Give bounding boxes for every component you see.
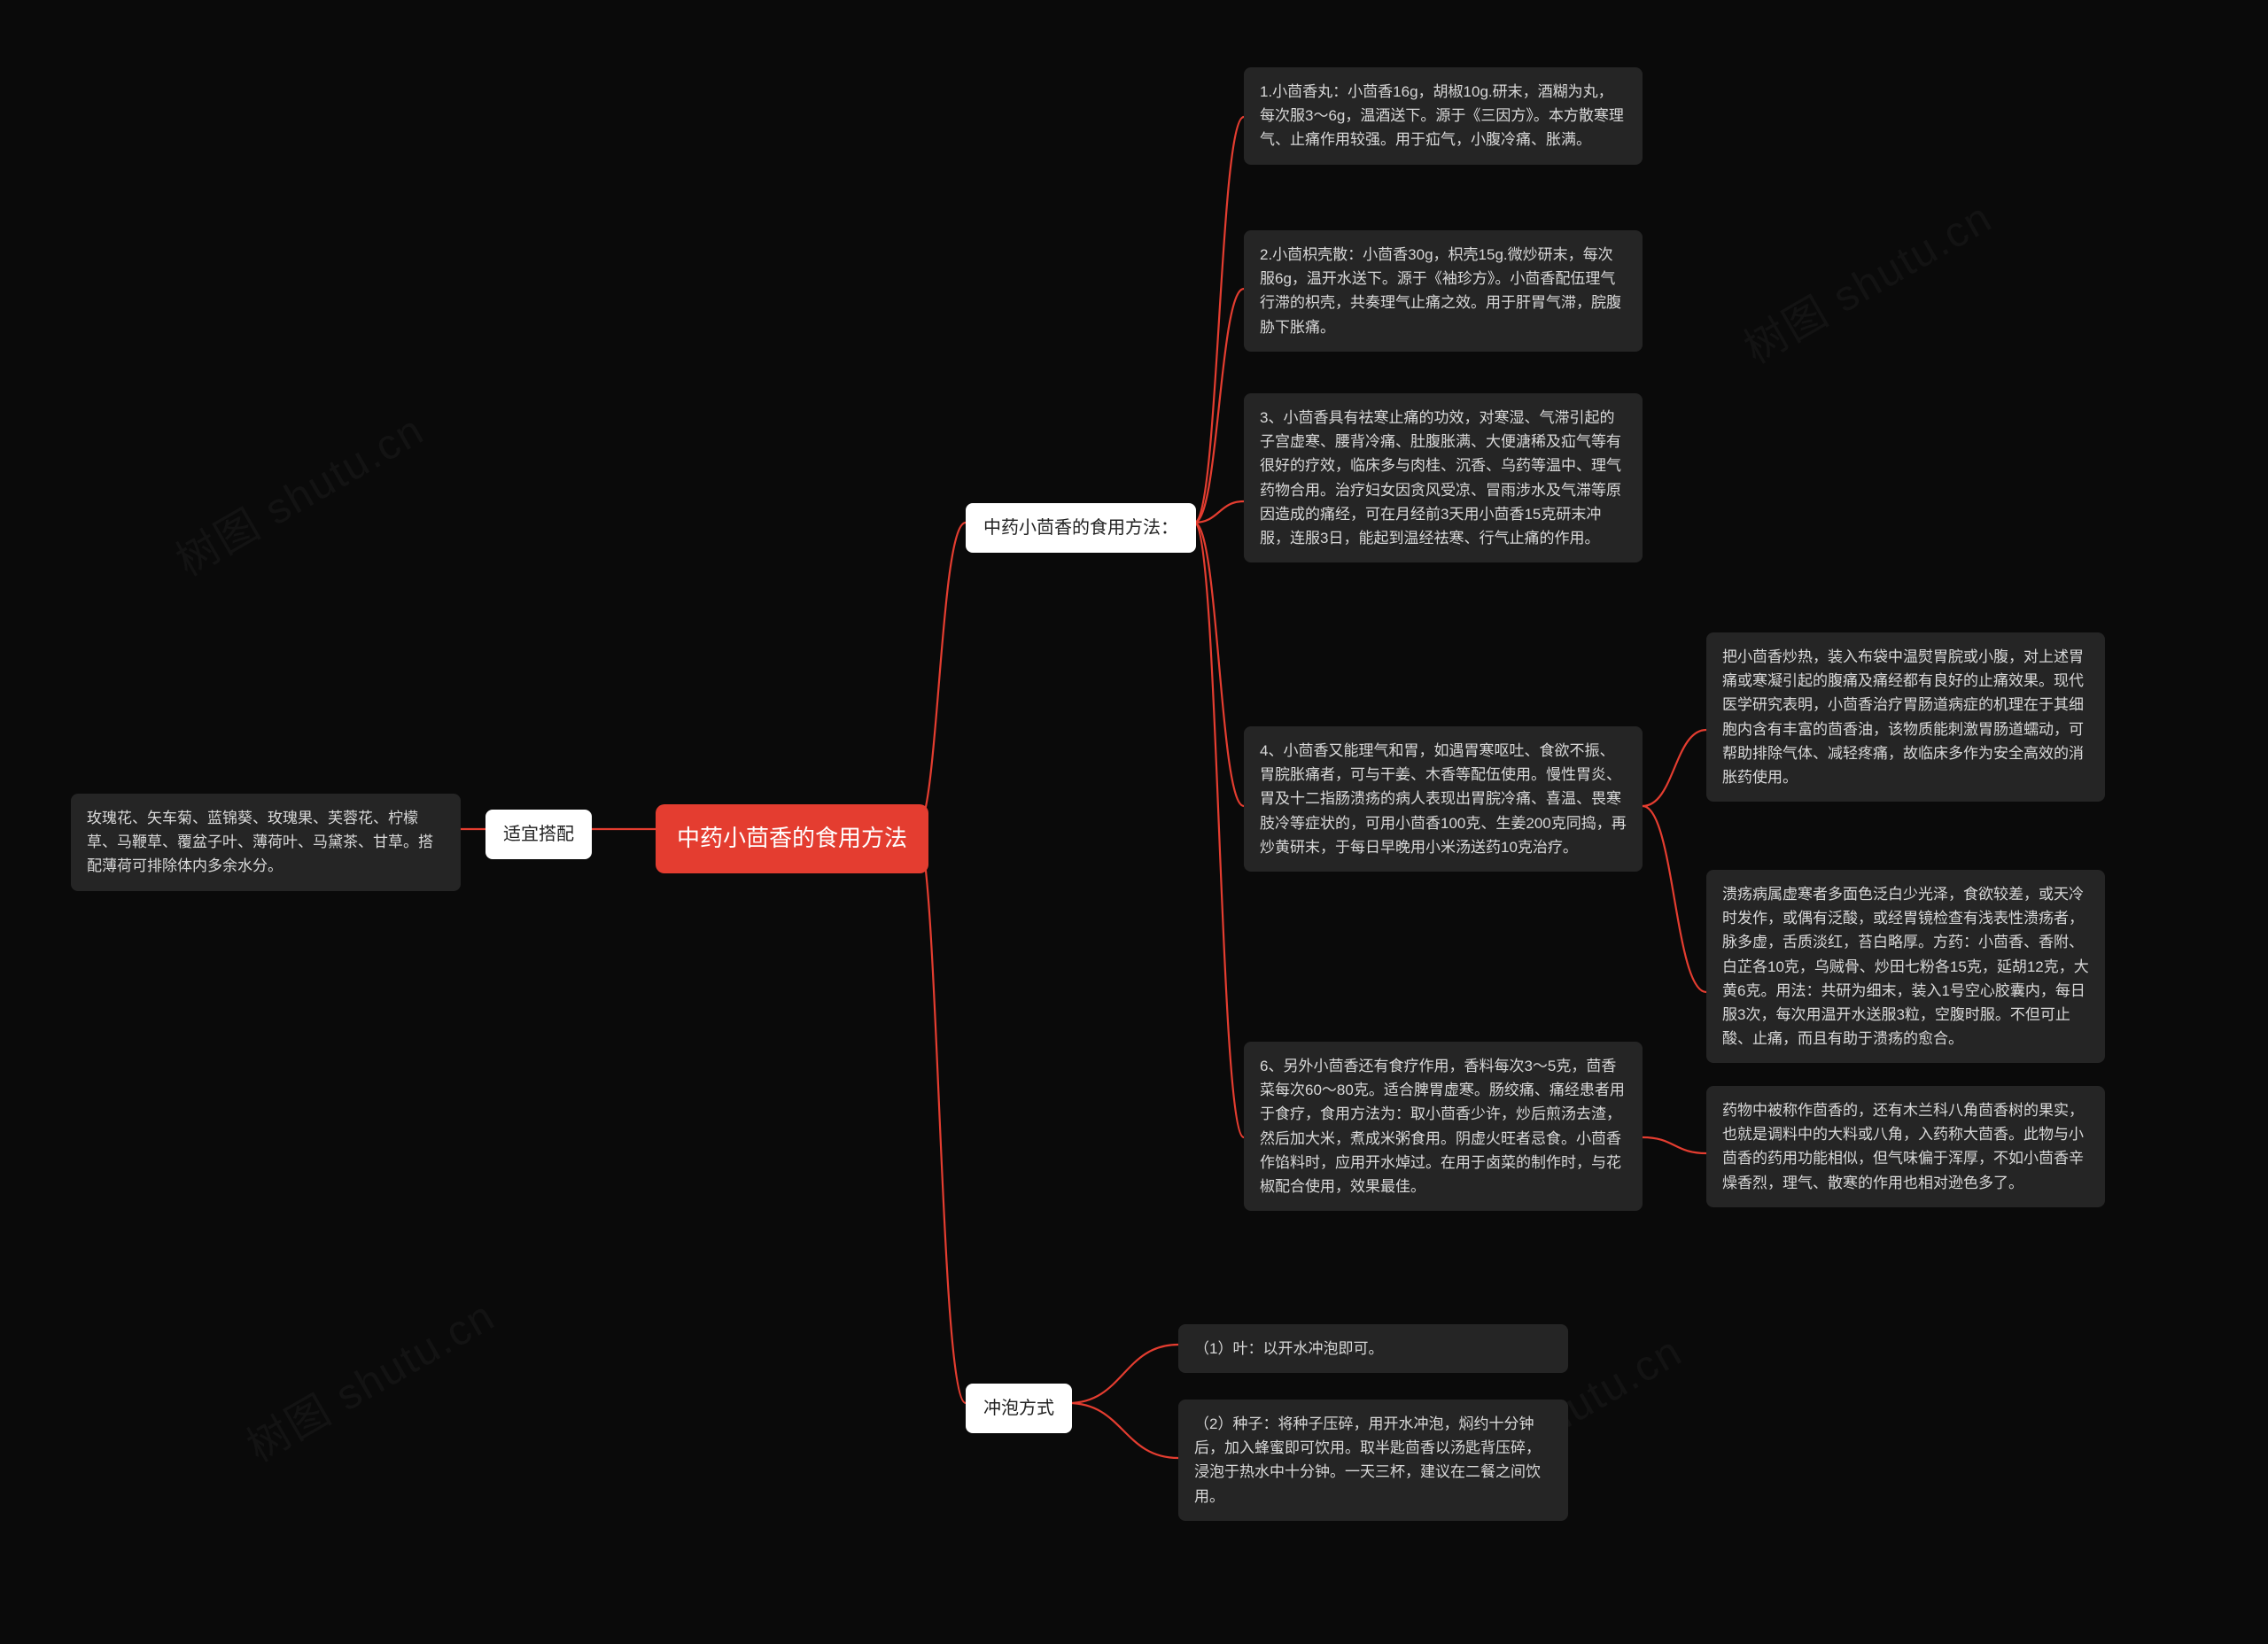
watermark: 树图 shutu.cn: [162, 395, 433, 587]
leaf-method-1: 1.小茴香丸：小茴香16g，胡椒10g.研末，酒糊为丸，每次服3～6g，温酒送下…: [1244, 67, 1643, 165]
root-node[interactable]: 中药小茴香的食用方法: [656, 804, 928, 873]
branch-combinations[interactable]: 适宜搭配: [485, 810, 592, 859]
leaf-method-6: 6、另外小茴香还有食疗作用，香料每次3～5克，茴香菜每次60～80克。适合脾胃虚…: [1244, 1042, 1643, 1211]
leaf-method-2: 2.小茴枳壳散：小茴香30g，枳壳15g.微炒研末，每次服6g，温开水送下。源于…: [1244, 230, 1643, 352]
leaf-method-6a: 药物中被称作茴香的，还有木兰科八角茴香树的果实，也就是调料中的大料或八角，入药称…: [1706, 1086, 2105, 1207]
leaf-brew-1: （1）叶：以开水冲泡即可。: [1178, 1324, 1568, 1373]
branch-methods[interactable]: 中药小茴香的食用方法：: [966, 503, 1196, 553]
leaf-method-3: 3、小茴香具有祛寒止痛的功效，对寒湿、气滞引起的子宫虚寒、腰背冷痛、肚腹胀满、大…: [1244, 393, 1643, 562]
branch-brew[interactable]: 冲泡方式: [966, 1384, 1072, 1433]
watermark: 树图 shutu.cn: [1730, 182, 2001, 375]
leaf-method-4: 4、小茴香又能理气和胃，如遇胃寒呕吐、食欲不振、胃脘胀痛者，可与干姜、木香等配伍…: [1244, 726, 1643, 872]
leaf-method-4a: 把小茴香炒热，装入布袋中温熨胃脘或小腹，对上述胃痛或寒凝引起的腹痛及痛经都有良好…: [1706, 632, 2105, 802]
leaf-method-4b: 溃疡病属虚寒者多面色泛白少光泽，食欲较差，或天冷时发作，或偶有泛酸，或经胃镜检查…: [1706, 870, 2105, 1063]
leaf-combinations-list: 玫瑰花、矢车菊、蓝锦葵、玫瑰果、芙蓉花、柠檬草、马鞭草、覆盆子叶、薄荷叶、马黛茶…: [71, 794, 461, 891]
watermark: 树图 shutu.cn: [233, 1281, 504, 1473]
leaf-brew-2: （2）种子：将种子压碎，用开水冲泡，焖约十分钟后，加入蜂蜜即可饮用。取半匙茴香以…: [1178, 1400, 1568, 1521]
